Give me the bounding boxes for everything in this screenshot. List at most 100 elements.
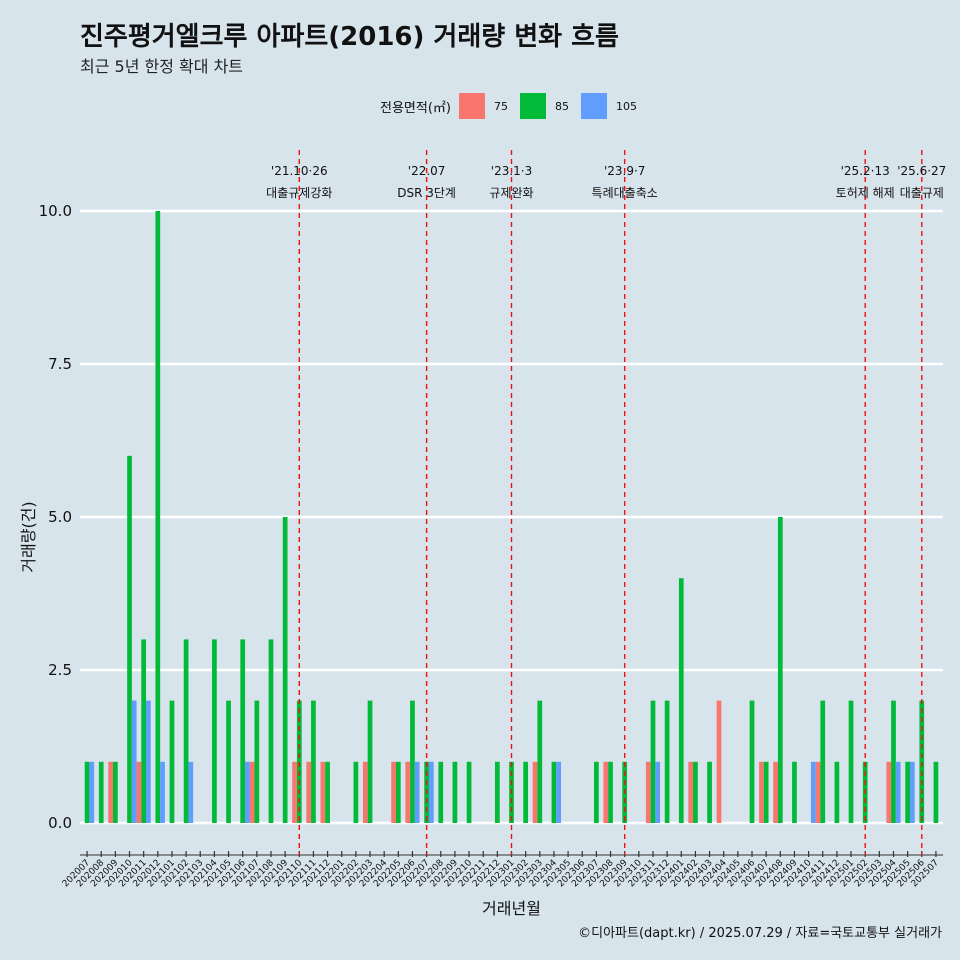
- bar-105-202304: [556, 761, 562, 823]
- bar-85-202107: [254, 700, 260, 823]
- bar-75-202311: [645, 761, 651, 823]
- bar-105-202505: [909, 761, 915, 823]
- bar-75-202203: [362, 761, 368, 823]
- event-label-5: 대출규제: [900, 186, 944, 200]
- y-tick-label: 0.0: [48, 814, 72, 832]
- bar-85-202505: [905, 761, 910, 823]
- bar-85-202406: [749, 700, 755, 823]
- event-date-3: '23.9·7: [604, 164, 645, 178]
- y-tick-label: 10.0: [39, 202, 72, 220]
- bar-85-202212: [494, 761, 500, 823]
- bar-105-202106: [245, 761, 250, 823]
- bar-85-202308: [608, 761, 613, 823]
- bar-85-202106: [240, 639, 246, 823]
- bar-105-202206: [414, 761, 420, 823]
- legend-label-75: 75: [493, 99, 508, 113]
- bar-85-202506: [919, 700, 925, 823]
- bar-85-202412: [834, 761, 840, 823]
- legend-key-105: [580, 93, 607, 119]
- event-label-3: 특례대출축소: [592, 186, 658, 200]
- bar-85-202507: [933, 761, 939, 823]
- bar-85-202311: [650, 700, 656, 823]
- bar-85-202411: [820, 700, 826, 823]
- bar-85-202303: [537, 700, 543, 823]
- bar-105-202410: [810, 761, 816, 823]
- bar-75-202402: [688, 761, 694, 823]
- bar-85-202302: [523, 761, 529, 823]
- bar-85-202501: [848, 700, 854, 823]
- bar-75-202308: [603, 761, 609, 823]
- bar-75-202107: [249, 761, 255, 823]
- bar-85-202210: [466, 761, 472, 823]
- bar-75-202404: [716, 700, 722, 823]
- event-label-0: 대출규제강화: [266, 186, 332, 200]
- bar-85-202403: [707, 761, 712, 823]
- bar-85-202504: [891, 700, 896, 823]
- bar-85-202109: [282, 517, 288, 823]
- bar-85-202112: [325, 761, 330, 823]
- bar-85-202407: [763, 761, 769, 823]
- bar-85-202009: [113, 761, 118, 823]
- bar-85-202401: [678, 578, 684, 823]
- bar-85-202202: [353, 761, 359, 823]
- bar-85-202209: [452, 761, 458, 823]
- event-date-0: '21.10·26: [271, 164, 328, 178]
- bar-85-202010: [127, 455, 132, 823]
- bar-85-202111: [311, 700, 316, 823]
- bar-75-202206: [405, 761, 411, 823]
- event-label-4: 토허제 해제: [836, 186, 895, 200]
- bar-105-202207: [428, 761, 434, 823]
- bar-85-202206: [410, 700, 415, 823]
- bar-85-202105: [226, 700, 231, 823]
- bar-85-202011: [141, 639, 147, 823]
- event-label-2: 규제완화: [489, 186, 533, 200]
- bar-85-202402: [693, 761, 698, 823]
- bar-105-202010: [131, 700, 137, 823]
- bar-85-202205: [395, 761, 401, 823]
- bar-75-202011: [136, 761, 142, 823]
- bar-85-202304: [551, 761, 557, 823]
- bar-85-202409: [792, 761, 797, 823]
- bar-105-202012: [160, 761, 165, 823]
- bar-85-202102: [183, 639, 189, 823]
- y-tick-label: 2.5: [48, 661, 72, 679]
- bar-75-202111: [306, 761, 312, 823]
- legend-key-75: [458, 93, 485, 119]
- caption: ©디아파트(dapt.kr) / 2025.07.29 / 자료=국토교통부 실…: [578, 926, 942, 941]
- bar-85-202108: [268, 639, 274, 823]
- event-label-1: DSR 3단계: [397, 186, 456, 200]
- y-tick-label: 7.5: [48, 355, 72, 373]
- legend: 전용면적(㎡) 75 85 105: [380, 92, 649, 120]
- event-date-5: '25.6·27: [897, 164, 946, 178]
- bar-85-202007: [84, 761, 90, 823]
- bar-85-202408: [777, 517, 783, 823]
- x-axis-title: 거래년월: [482, 899, 541, 918]
- bar-75-202205: [391, 761, 396, 823]
- bar-75-202407: [759, 761, 764, 823]
- legend-label-105: 105: [615, 99, 637, 113]
- y-tick-label: 5.0: [48, 508, 72, 526]
- bar-105-202504: [895, 761, 901, 823]
- bar-75-202411: [815, 761, 821, 823]
- bar-85-202104: [212, 639, 217, 823]
- chart-subtitle: 최근 5년 한정 확대 차트: [80, 57, 244, 76]
- bar-75-202110: [292, 761, 297, 823]
- bar-85-202101: [169, 700, 175, 823]
- legend-label-85: 85: [554, 99, 569, 113]
- bar-85-202312: [664, 700, 670, 823]
- bar-75-202303: [532, 761, 538, 823]
- bar-105-202011: [146, 700, 151, 823]
- y-axis-title: 거래량(건): [19, 501, 38, 572]
- bar-85-202008: [98, 761, 104, 823]
- bar-85-202203: [367, 700, 373, 823]
- bar-75-202009: [108, 761, 114, 823]
- chart-title: 진주평거엘크루 아파트(2016) 거래량 변화 흐름: [80, 22, 619, 52]
- event-date-1: '22.07: [408, 164, 446, 178]
- bar-85-202208: [438, 761, 444, 823]
- bar-85-202307: [594, 761, 599, 823]
- bar-105-202102: [188, 761, 194, 823]
- bar-85-202110: [296, 700, 302, 823]
- event-date-4: '25.2·13: [841, 164, 890, 178]
